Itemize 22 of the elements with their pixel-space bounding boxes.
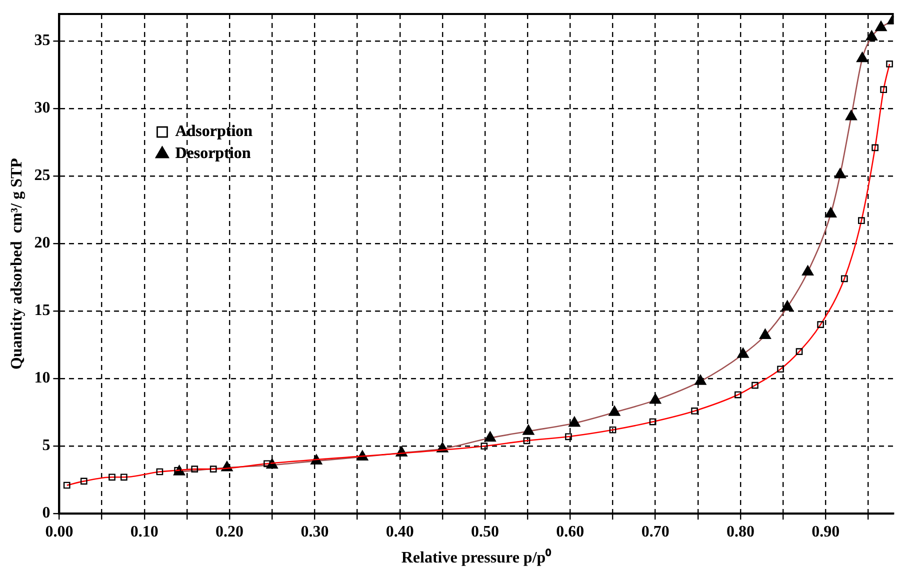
y-axis-title: Quantity adsorbed cm³/ g STP [8,158,26,370]
y-tick-label: 5 [42,437,50,454]
y-tick-label: 35 [34,32,50,50]
y-tick-label: 20 [34,234,50,252]
x-tick-label: 0.20 [216,523,244,540]
x-axis-title: Relative pressure p/p⁰ [401,548,552,567]
y-tick-label: 15 [34,302,50,320]
y-tick-label: 30 [34,100,50,117]
x-tick-label: 0.30 [300,523,329,540]
x-tick-label: 0.10 [130,523,158,540]
x-tick-label: 0.70 [641,523,670,540]
x-tick-label: 0.50 [471,523,500,540]
x-tick-label: 0.40 [386,523,414,540]
legend-label: Desorption [175,145,251,162]
y-tick-label: 0 [42,504,50,522]
x-tick-label: 0.60 [556,523,584,540]
x-tick-label: 0.00 [45,523,74,540]
legend-label: Adsorption [175,123,253,140]
y-tick-label: 10 [34,370,50,387]
x-tick-label: 0.80 [726,523,755,540]
y-tick-label: 25 [34,167,50,184]
x-tick-label: 0.90 [812,523,840,540]
